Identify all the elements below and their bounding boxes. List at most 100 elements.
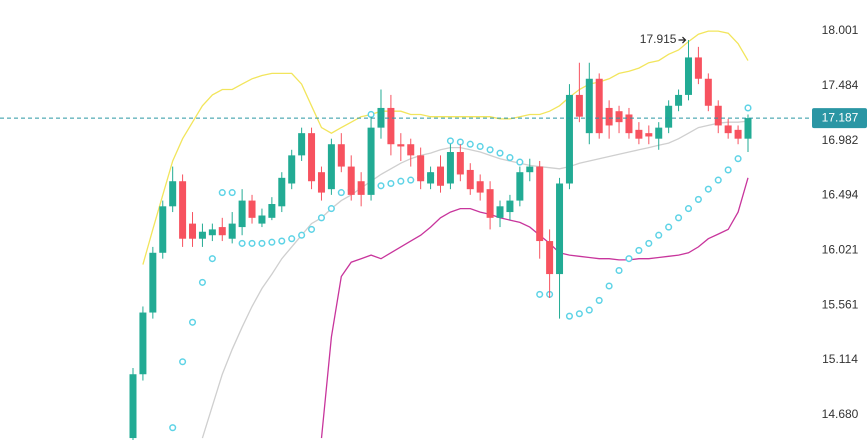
max-arrow (678, 36, 687, 44)
candle-body (635, 129, 643, 139)
candle-body (129, 374, 137, 439)
sar-dot (456, 138, 464, 146)
candle-body (298, 133, 306, 156)
sar-dot (605, 282, 613, 290)
sar-dot (575, 310, 583, 318)
candle-body (704, 78, 712, 106)
candle-body (317, 172, 325, 193)
sar-dot (317, 214, 326, 222)
sar-dot (684, 205, 693, 213)
indicator-line (142, 30, 749, 265)
sar-dot (387, 179, 395, 188)
sar-dot (724, 166, 732, 174)
sar-dot (327, 205, 335, 213)
candle-body (546, 241, 554, 275)
plot-area: 17.915 (0, 30, 812, 440)
last-price-badge (812, 108, 867, 129)
sar-dot (268, 238, 276, 246)
sar-dot (169, 424, 177, 432)
candle-body (456, 152, 464, 175)
sar-dot (337, 189, 345, 197)
sar-dot (615, 266, 623, 275)
y-tick-label: 16.021 (822, 242, 859, 256)
candle-body (427, 172, 435, 184)
candle-body (526, 166, 534, 173)
candle-body (149, 252, 157, 313)
sar-dot (645, 239, 653, 247)
y-tick-label: 17.484 (822, 78, 859, 92)
max-label: 17.915 (640, 32, 677, 46)
sar-dot (228, 189, 236, 197)
candle-body (387, 107, 395, 145)
sar-dot (585, 306, 593, 314)
candle-body (575, 94, 583, 117)
sar-dot (635, 246, 643, 254)
sar-dot (446, 137, 454, 145)
candle-body (655, 127, 663, 139)
y-tick-label: 15.114 (822, 352, 858, 366)
candle-body (556, 183, 564, 275)
candle-body (437, 166, 444, 186)
candle-body (337, 144, 345, 167)
candle-body (506, 200, 514, 213)
sar-dot (188, 318, 197, 326)
candle-body (347, 166, 355, 195)
candle-body (744, 118, 752, 139)
candle-body (159, 206, 167, 253)
y-tick-label: 14.680 (822, 407, 859, 421)
sar-dot (675, 214, 683, 222)
candle-body (139, 312, 147, 375)
sar-dot (694, 195, 702, 203)
y-tick-label: 15.561 (822, 297, 859, 311)
y-tick-label: 18.001 (822, 23, 859, 37)
sar-dot (476, 142, 484, 150)
last-price-label: 17.187 (822, 110, 859, 124)
candle-body (208, 229, 216, 236)
sar-dot (466, 140, 474, 148)
candle-body (446, 152, 454, 184)
candle-body (536, 166, 544, 242)
candle-body (218, 227, 226, 236)
candle-body (327, 144, 335, 190)
sar-dot (536, 290, 544, 298)
sar-dot (655, 231, 663, 239)
candle-body (665, 105, 673, 128)
sar-dot (506, 154, 514, 162)
price-axis: 14.680 15.114 15.561 16.021 16.494 16.982 17.4… (808, 23, 867, 421)
candle-body (179, 181, 187, 239)
candle-body (288, 155, 296, 184)
candle-body (397, 144, 405, 147)
sar-dot (704, 185, 712, 193)
candle-body (496, 206, 504, 218)
candle-body (357, 181, 365, 195)
candle-body (605, 107, 613, 126)
candle-body (169, 181, 177, 207)
sar-dot (744, 104, 752, 112)
sar-dot (208, 255, 216, 263)
candle-body (367, 127, 375, 195)
sar-dot (307, 225, 316, 233)
candle-body (189, 223, 197, 239)
candle-body (694, 57, 702, 79)
sar-dot (625, 255, 633, 263)
candle-body (198, 231, 206, 239)
candle-body (417, 155, 425, 182)
candle-body (238, 200, 246, 228)
candle-body (625, 114, 633, 134)
sar-dot (198, 278, 206, 286)
candle-body (585, 78, 593, 134)
y-tick-label: 16.494 (822, 188, 859, 202)
candle-body (476, 181, 484, 193)
candle-body (308, 133, 316, 182)
sar-dot (486, 146, 494, 154)
sar-dot (397, 177, 405, 185)
sar-dot (179, 358, 187, 366)
sar-dot (258, 239, 266, 247)
y-tick-label: 16.982 (822, 133, 859, 147)
indicator-line (201, 120, 749, 439)
candle-body (466, 169, 474, 190)
candle-body (486, 189, 494, 218)
candle-body (615, 111, 623, 123)
